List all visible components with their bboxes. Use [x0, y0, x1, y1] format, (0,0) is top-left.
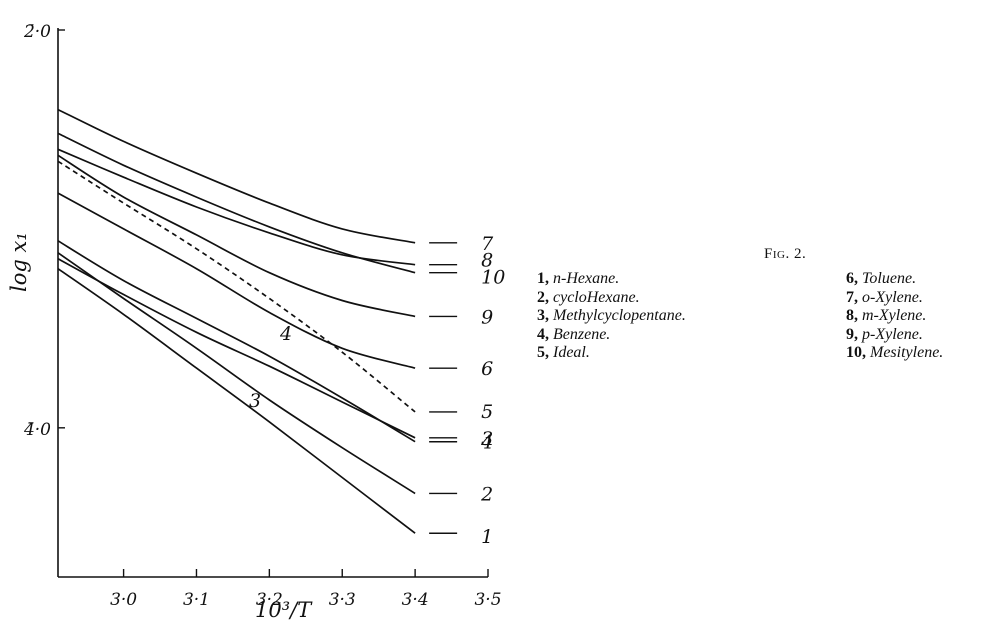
legend-item: 6, Toluene. [846, 270, 917, 287]
series-label-10: 10 [481, 267, 505, 289]
legend-item: 10, Mesitylene. [846, 344, 944, 361]
legend-item: 5, Ideal. [537, 344, 590, 361]
series-line-6 [57, 192, 416, 369]
series-label-2: 2 [480, 483, 493, 505]
series-inline-label-4: 4 [279, 323, 292, 345]
series-label-4: 4 [480, 432, 493, 454]
x-axis-label: 10³/T [255, 598, 313, 622]
series-line-4 [57, 240, 416, 443]
series-line-3 [57, 257, 416, 439]
axes: 3·0 3·1 3·2 3·3 3·4 3·5 2̄·0 4̄·0 [23, 22, 502, 610]
series-line-1 [57, 268, 416, 534]
legend-item: 1, n-Hexane. [537, 270, 620, 287]
series-label-1: 1 [481, 526, 493, 548]
x-tick-label: 3·3 [329, 590, 356, 610]
y-axis-label: log x₁ [7, 232, 31, 292]
figure-title: Fig. 2. [764, 246, 807, 262]
legend-item: 2, cycloHexane. [537, 288, 640, 306]
series-line-5 [57, 160, 416, 413]
series-line-7 [57, 108, 416, 244]
series-label-7: 7 [481, 233, 494, 255]
y-tick-label: 4̄·0 [23, 420, 51, 440]
x-tick-label: 3·0 [110, 590, 137, 610]
series-line-9 [57, 154, 416, 318]
y-tick-label: 2̄·0 [23, 22, 51, 42]
series-label-3: 3 [481, 428, 493, 450]
legend-item: 7, o-Xylene. [846, 288, 923, 306]
series-line-10 [57, 132, 416, 274]
legend-item: 8, m-Xylene. [846, 307, 927, 324]
series-line-2 [57, 252, 416, 495]
series-label-9: 9 [481, 306, 493, 328]
series-line-8 [57, 148, 416, 266]
legend-item: 3, Methylcyclopentane. [537, 307, 686, 324]
x-tick-label: 3·1 [183, 590, 210, 610]
curves [57, 108, 416, 534]
legend-item: 9, p-Xylene. [846, 325, 923, 343]
x-tick-label: 3·5 [474, 590, 501, 610]
series-label-5: 5 [481, 401, 493, 423]
series-inline-label-3: 3 [249, 390, 261, 412]
series-label-6: 6 [481, 358, 493, 380]
x-tick-label: 3·4 [402, 590, 429, 610]
series-label-8: 8 [481, 250, 493, 272]
x-tick-label: 3·2 [256, 590, 283, 610]
legend-item: 4, Benzene. [537, 325, 611, 343]
legend-left: 1, n-Hexane. 2, cycloHexane. 3, Methylcy… [537, 270, 686, 363]
legend-right: 6, Toluene. 7, o-Xylene. 8, m-Xylene. 9,… [846, 270, 943, 363]
